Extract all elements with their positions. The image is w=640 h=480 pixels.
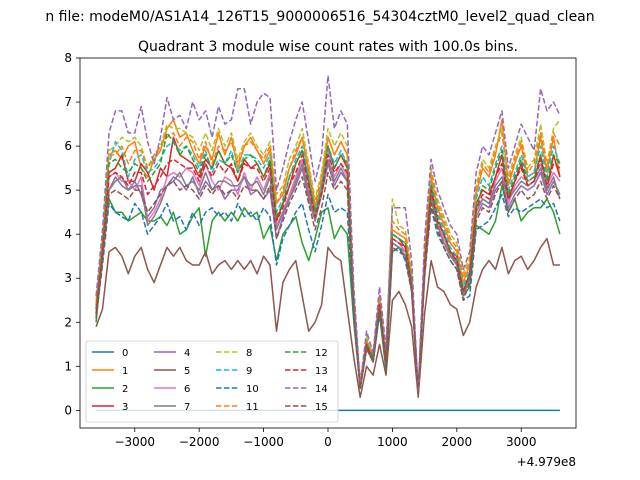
legend-label-8: 8 — [246, 348, 252, 359]
series-line-2 — [95, 184, 561, 394]
y-tick-label: 1 — [64, 359, 72, 373]
chart-title: Quadrant 3 module wise count rates with … — [138, 39, 518, 55]
legend-label-1: 1 — [122, 366, 128, 377]
legend-label-4: 4 — [184, 348, 190, 359]
legend-label-2: 2 — [122, 384, 128, 395]
legend-label-14: 14 — [315, 384, 328, 395]
legend-label-5: 5 — [184, 366, 190, 377]
x-tick-label: −1000 — [243, 435, 284, 449]
x-tick-label: 2000 — [442, 435, 473, 449]
legend-label-0: 0 — [122, 348, 128, 359]
series-line-7 — [95, 158, 561, 394]
legend-label-12: 12 — [315, 348, 328, 359]
x-tick-label: 1000 — [377, 435, 408, 449]
series-line-12 — [95, 132, 561, 394]
y-tick-label: 4 — [64, 227, 72, 241]
series-line-8 — [95, 119, 561, 394]
legend-label-10: 10 — [246, 384, 259, 395]
y-tick-label: 5 — [64, 183, 72, 197]
legend-label-15: 15 — [315, 402, 328, 413]
series-line-13 — [95, 154, 561, 394]
x-tick-label: 3000 — [506, 435, 537, 449]
y-tick-label: 6 — [64, 139, 72, 153]
y-tick-label: 8 — [64, 51, 72, 65]
legend-label-6: 6 — [184, 384, 190, 395]
legend-label-11: 11 — [246, 402, 259, 413]
series-line-14 — [95, 74, 561, 394]
x-tick-label: −2000 — [179, 435, 220, 449]
series-line-15 — [95, 171, 561, 394]
legend-label-3: 3 — [122, 402, 128, 413]
x-tick-label: −3000 — [114, 435, 155, 449]
series-lines — [95, 74, 561, 412]
series-line-4 — [95, 162, 561, 394]
legend-label-7: 7 — [184, 402, 190, 413]
legend-label-13: 13 — [315, 366, 328, 377]
y-tick-label: 7 — [64, 95, 72, 109]
y-tick-label: 2 — [64, 315, 72, 329]
x-offset-label: +4.979e8 — [517, 455, 576, 469]
x-tick-label: 0 — [324, 435, 332, 449]
legend-frame — [85, 340, 339, 423]
y-tick-label: 0 — [64, 403, 72, 417]
series-line-11 — [95, 132, 561, 394]
y-tick-label: 3 — [64, 271, 72, 285]
series-line-5 — [95, 237, 560, 398]
plot-frame — [79, 57, 577, 429]
figure-suptitle: n file: modeM0/AS1A14_126T15_9000006516_… — [45, 9, 594, 25]
series-line-10 — [95, 193, 561, 394]
legend-label-9: 9 — [246, 366, 252, 377]
